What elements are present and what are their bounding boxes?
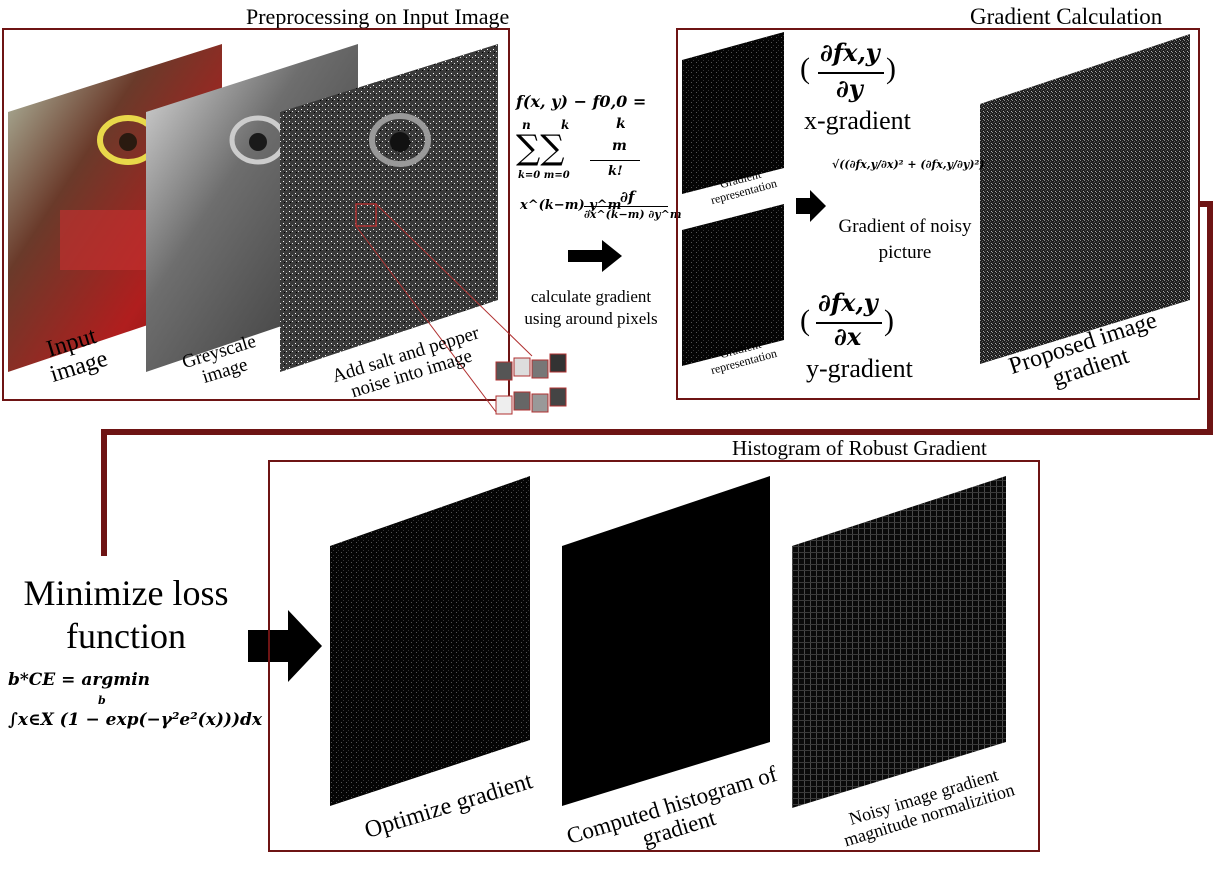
loss-arrow [248,610,322,682]
x-formula-rparen: ) [886,52,896,85]
y-gradient-label: y-gradient [806,354,913,383]
taylor-caption-line2: using around pixels [524,309,658,329]
taylor-line3: x^(k−m) y^m [520,198,622,213]
taylor-caption: calculate gradient using around pixels [516,286,666,330]
taylor-sum-n: n [522,118,531,132]
x-gradient-label: x-gradient [804,106,911,135]
gradient-arrow [796,190,826,222]
x-formula-lparen: ( [800,52,810,85]
pixel-neighborhood-cubes [495,353,567,415]
y-formula-num: ∂fx,y [818,288,878,317]
taylor-sum-lower: k=0 m=0 [518,170,570,181]
noisy-gradient-caption: Gradient of noisy picture [830,214,980,265]
taylor-kfact: k! [608,164,623,179]
histogram-title: Histogram of Robust Gradient [732,436,987,460]
preprocessing-title: Preprocessing on Input Image [246,4,510,29]
normalization-panel [792,476,1006,808]
taylor-partial-top: ∂f [620,188,635,206]
histogram-frame [268,460,1040,852]
preprocessing-frame [2,28,510,401]
taylor-binom-m: m [612,138,627,154]
taylor-partial-bottom: ∂x^(k−m) ∂y^m [584,208,682,221]
gradient-title: Gradient Calculation [970,4,1163,29]
y-formula-lparen: ( [800,304,810,337]
loss-formula-sub: b [98,694,106,707]
taylor-line1: f(x, y) − f0,0 = [516,92,647,111]
taylor-sum-symbol: ∑∑ [516,128,565,168]
x-formula-num: ∂fx,y [820,38,880,67]
taylor-arrow [568,240,622,272]
optimize-gradient-panel [330,476,530,806]
x-gradient-representation-panel [682,32,784,194]
taylor-caption-line1: calculate gradient [530,287,652,306]
computed-histogram-panel [562,476,770,806]
x-formula-den: ∂y [836,74,863,103]
y-formula-den: ∂x [834,322,862,351]
noisy-caption-line2: picture [878,241,932,263]
loss-title: Minimize loss function [16,572,236,658]
proposed-gradient-panel [980,34,1190,364]
noisy-caption-line1: Gradient of noisy [838,216,972,237]
magnitude-formula: √((∂fx,y/∂x)² + (∂fx,y/∂y)²) [832,158,985,171]
loss-formula-line2: ∫x∈X (1 − exp(−γ²e²(x)))dx [8,710,263,730]
connector-line [101,201,1213,556]
loss-title-line1: Minimize loss [23,573,229,613]
taylor-fraction-bar [590,160,640,161]
taylor-sum-k: k [561,118,570,132]
loss-title-line2: function [66,616,186,657]
y-gradient-representation-panel [682,204,784,366]
x-formula-bar [818,72,884,74]
y-formula-rparen: ) [884,304,894,337]
gradient-frame [676,28,1200,400]
taylor-binom-k: k [616,116,626,132]
y-formula-bar [816,322,882,324]
noisy-image-panel [280,44,498,372]
taylor-partial-bar [584,206,668,207]
loss-formula-line1: b*CE = argmin [8,670,151,690]
